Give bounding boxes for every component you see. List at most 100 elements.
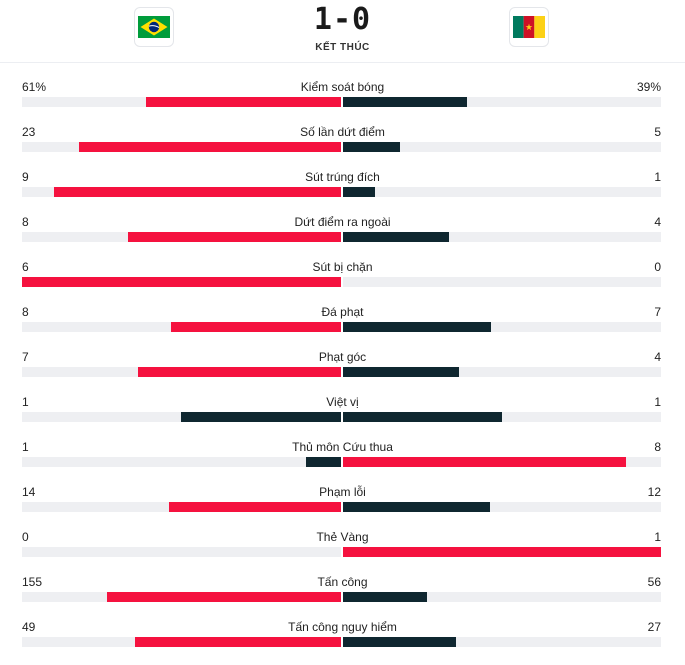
- away-stat-value: 1: [654, 395, 661, 409]
- stat-label: Việt vị: [326, 395, 359, 409]
- stat-label: Tấn công nguy hiểm: [288, 620, 397, 634]
- stat-label: Số lần dứt điểm: [300, 125, 385, 139]
- away-stat-bar: [343, 97, 467, 107]
- away-stat-value: 4: [654, 215, 661, 229]
- away-stat-bar: [343, 142, 400, 152]
- home-stat-bar: [128, 232, 341, 242]
- stat-label: Đá phạt: [321, 305, 364, 319]
- home-stat-bar-track: [22, 547, 341, 557]
- away-stat-bar: [343, 187, 375, 197]
- home-stat-value: 9: [22, 170, 29, 184]
- away-stat-value: 8: [654, 440, 661, 454]
- home-stat-bar-track: [22, 322, 341, 332]
- away-stat-bar-track: [343, 457, 661, 467]
- stat-label: Thẻ Vàng: [316, 530, 369, 544]
- away-stat-value: 1: [654, 530, 661, 544]
- away-stat-bar: [343, 547, 661, 557]
- home-stat-bar-track: [22, 277, 341, 287]
- stat-row: 155 Tấn công 56: [0, 575, 685, 620]
- home-stat-bar: [107, 592, 341, 602]
- away-stat-bar: [343, 412, 502, 422]
- home-stat-bar: [54, 187, 341, 197]
- away-stat-bar: [343, 457, 626, 467]
- home-stat-value: 23: [22, 125, 36, 139]
- home-stat-value: 8: [22, 215, 29, 229]
- away-stat-bar: [343, 637, 456, 647]
- cameroon-flag-icon: [513, 16, 545, 38]
- away-stat-value: 56: [647, 575, 661, 589]
- away-stat-bar: [343, 322, 491, 332]
- away-stat-bar-track: [343, 592, 661, 602]
- stat-row: 8 Dứt điểm ra ngoài 4: [0, 215, 685, 260]
- match-header: 1-0 KẾT THÚC: [0, 0, 685, 63]
- home-stat-bar-track: [22, 97, 341, 107]
- home-team-flag[interactable]: [134, 7, 174, 47]
- stat-label: Sút bị chặn: [312, 260, 373, 274]
- stat-row: 0 Thẻ Vàng 1: [0, 530, 685, 575]
- home-stat-bar-track: [22, 502, 341, 512]
- away-stat-value: 27: [647, 620, 661, 634]
- home-stat-value: 0: [22, 530, 29, 544]
- away-stat-bar-track: [343, 637, 661, 647]
- away-stat-bar: [343, 367, 459, 377]
- stat-row: 1 Thủ môn Cứu thua 8: [0, 440, 685, 485]
- home-stat-value: 61%: [22, 80, 47, 94]
- match-status: KẾT THÚC: [315, 42, 370, 53]
- brazil-flag-icon: [138, 16, 170, 38]
- home-stat-bar-track: [22, 592, 341, 602]
- away-stat-bar-track: [343, 232, 661, 242]
- stat-row: 6 Sút bị chặn 0: [0, 260, 685, 305]
- away-team-flag[interactable]: [509, 7, 549, 47]
- home-stat-bar: [169, 502, 341, 512]
- stat-label: Phạm lỗi: [319, 485, 366, 499]
- stat-row: 23 Số lần dứt điểm 5: [0, 125, 685, 170]
- home-stat-bar-track: [22, 412, 341, 422]
- away-stat-bar-track: [343, 97, 661, 107]
- home-stat-bar-track: [22, 637, 341, 647]
- stat-row: 7 Phạt góc 4: [0, 350, 685, 395]
- away-stat-bar-track: [343, 322, 661, 332]
- away-stat-bar-track: [343, 142, 661, 152]
- away-stat-value: 1: [654, 170, 661, 184]
- home-stat-value: 49: [22, 620, 36, 634]
- away-stat-value: 0: [654, 260, 661, 274]
- home-stat-bar-track: [22, 457, 341, 467]
- home-stat-bar: [171, 322, 341, 332]
- home-stat-bar: [135, 637, 341, 647]
- away-stat-bar: [343, 592, 427, 602]
- away-stat-value: 4: [654, 350, 661, 364]
- home-stat-bar-track: [22, 187, 341, 197]
- away-stat-value: 12: [647, 485, 661, 499]
- stat-row: 49 Tấn công nguy hiểm 27: [0, 620, 685, 665]
- match-score: 1-0: [313, 2, 372, 37]
- away-stat-bar-track: [343, 277, 661, 287]
- home-stat-bar: [138, 367, 341, 377]
- away-stat-bar-track: [343, 547, 661, 557]
- stat-label: Dứt điểm ra ngoài: [294, 215, 391, 229]
- stat-row: 8 Đá phạt 7: [0, 305, 685, 350]
- away-stat-bar: [343, 502, 490, 512]
- stat-row: 1 Việt vị 1: [0, 395, 685, 440]
- away-stat-bar-track: [343, 502, 661, 512]
- stat-label: Thủ môn Cứu thua: [292, 440, 393, 454]
- home-stat-value: 14: [22, 485, 36, 499]
- stat-row: 9 Sút trúng đích 1: [0, 170, 685, 215]
- home-stat-value: 1: [22, 440, 29, 454]
- away-stat-bar-track: [343, 367, 661, 377]
- stat-label: Kiểm soát bóng: [300, 80, 385, 94]
- away-stat-bar-track: [343, 412, 661, 422]
- home-stat-bar: [22, 277, 341, 287]
- home-stat-bar: [306, 457, 341, 467]
- stat-label: Sút trúng đích: [305, 170, 380, 184]
- stat-row: 61% Kiểm soát bóng 39%: [0, 80, 685, 125]
- away-stat-bar: [343, 232, 449, 242]
- home-stat-bar-track: [22, 232, 341, 242]
- home-stat-bar: [79, 142, 341, 152]
- home-stat-bar-track: [22, 142, 341, 152]
- home-stat-value: 6: [22, 260, 29, 274]
- home-stat-value: 1: [22, 395, 29, 409]
- away-stat-value: 39%: [636, 80, 661, 94]
- home-stat-bar: [181, 412, 341, 422]
- away-stat-bar-track: [343, 187, 661, 197]
- stat-row: 14 Phạm lỗi 12: [0, 485, 685, 530]
